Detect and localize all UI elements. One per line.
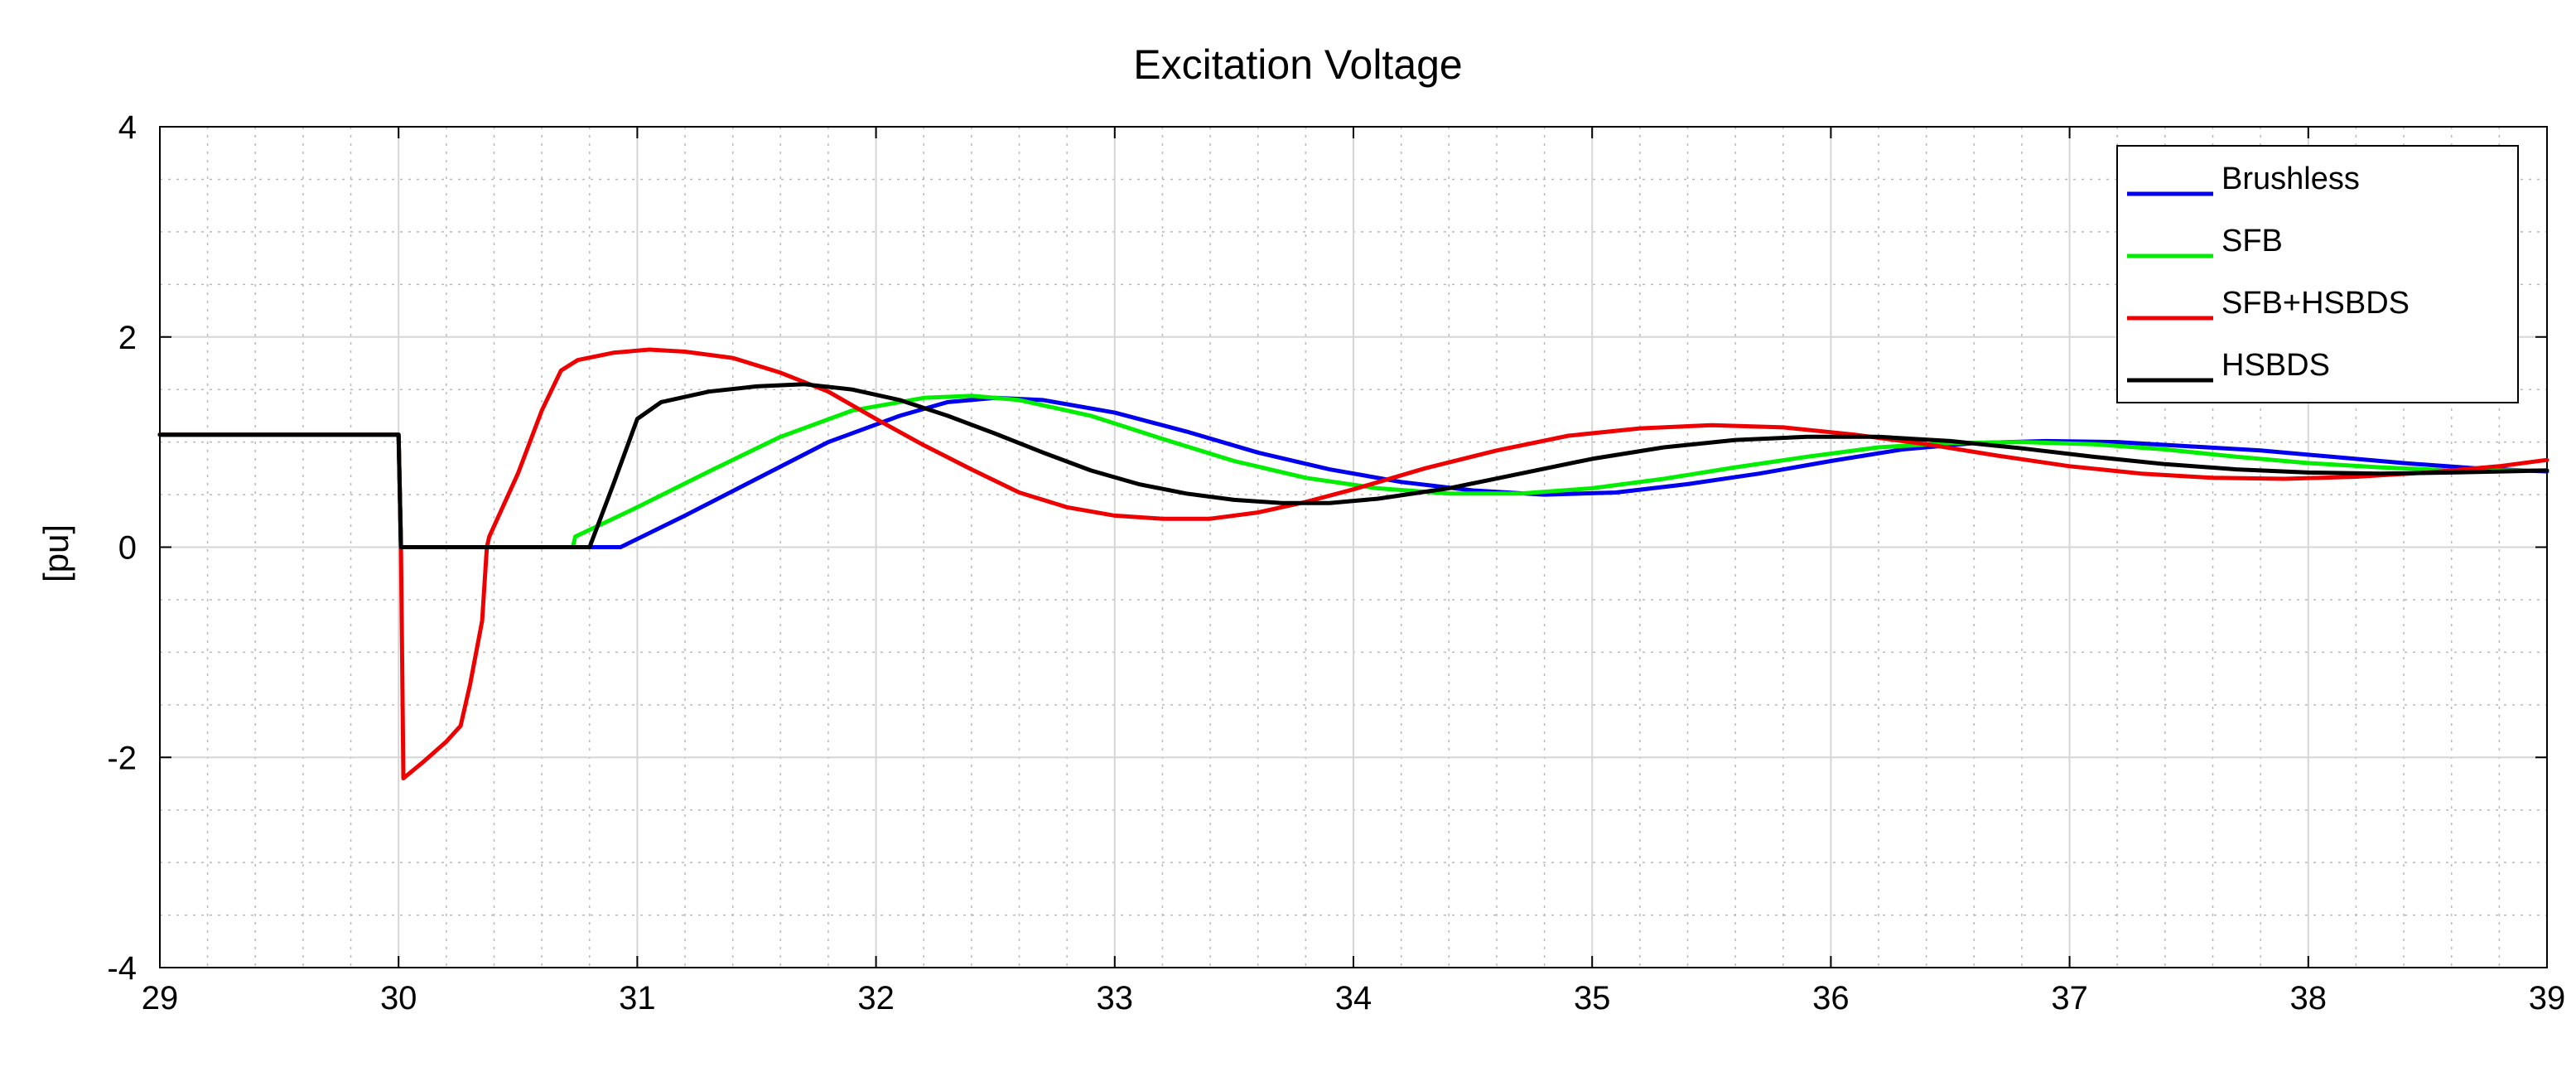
- x-tick-label: 33: [1097, 980, 1134, 1016]
- x-tick-label: 38: [2290, 980, 2328, 1016]
- chart-title: Excitation Voltage: [1133, 41, 1463, 88]
- x-tick-labels: 29 30 31 32 33 34 35 36 37 38 39: [142, 980, 2566, 1016]
- legend-label-hsbds: HSBDS: [2221, 348, 2330, 383]
- legend-label-sfb: SFB: [2221, 224, 2283, 258]
- x-tick-label: 36: [1812, 980, 1850, 1016]
- x-tick-label: 34: [1335, 980, 1372, 1016]
- x-tick-label: 37: [2051, 980, 2088, 1016]
- series-line-sfb: [157, 393, 2549, 549]
- series-line-brushless: [157, 395, 2549, 549]
- x-tick-label: 32: [857, 980, 895, 1016]
- y-tick-label: 4: [118, 109, 137, 146]
- y-tick-label: 2: [118, 320, 137, 356]
- x-tick-label: 39: [2529, 980, 2566, 1016]
- y-tick-labels: -4 -2 0 2 4: [107, 109, 137, 987]
- series-lines: [157, 347, 2549, 781]
- x-tick-label: 35: [1574, 980, 1611, 1016]
- x-tick-label: 31: [619, 980, 656, 1016]
- legend-label-sfb-hsbds: SFB+HSBDS: [2221, 286, 2410, 321]
- legend: Brushless SFB SFB+HSBDS HSBDS: [2116, 145, 2519, 403]
- y-tick-label: 0: [118, 530, 137, 567]
- axis-ticks: [159, 126, 2548, 968]
- legend-label-brushless: Brushless: [2221, 162, 2360, 196]
- x-tick-label: 29: [142, 980, 179, 1016]
- series-line-hsbds: [157, 382, 2549, 549]
- y-tick-label: -4: [107, 950, 137, 987]
- legend-box: [2116, 145, 2519, 403]
- y-tick-label: -2: [107, 740, 137, 776]
- y-axis-label: [pu]: [36, 524, 75, 582]
- series-line-sfb-hsbds: [157, 347, 2549, 781]
- x-tick-label: 30: [380, 980, 417, 1016]
